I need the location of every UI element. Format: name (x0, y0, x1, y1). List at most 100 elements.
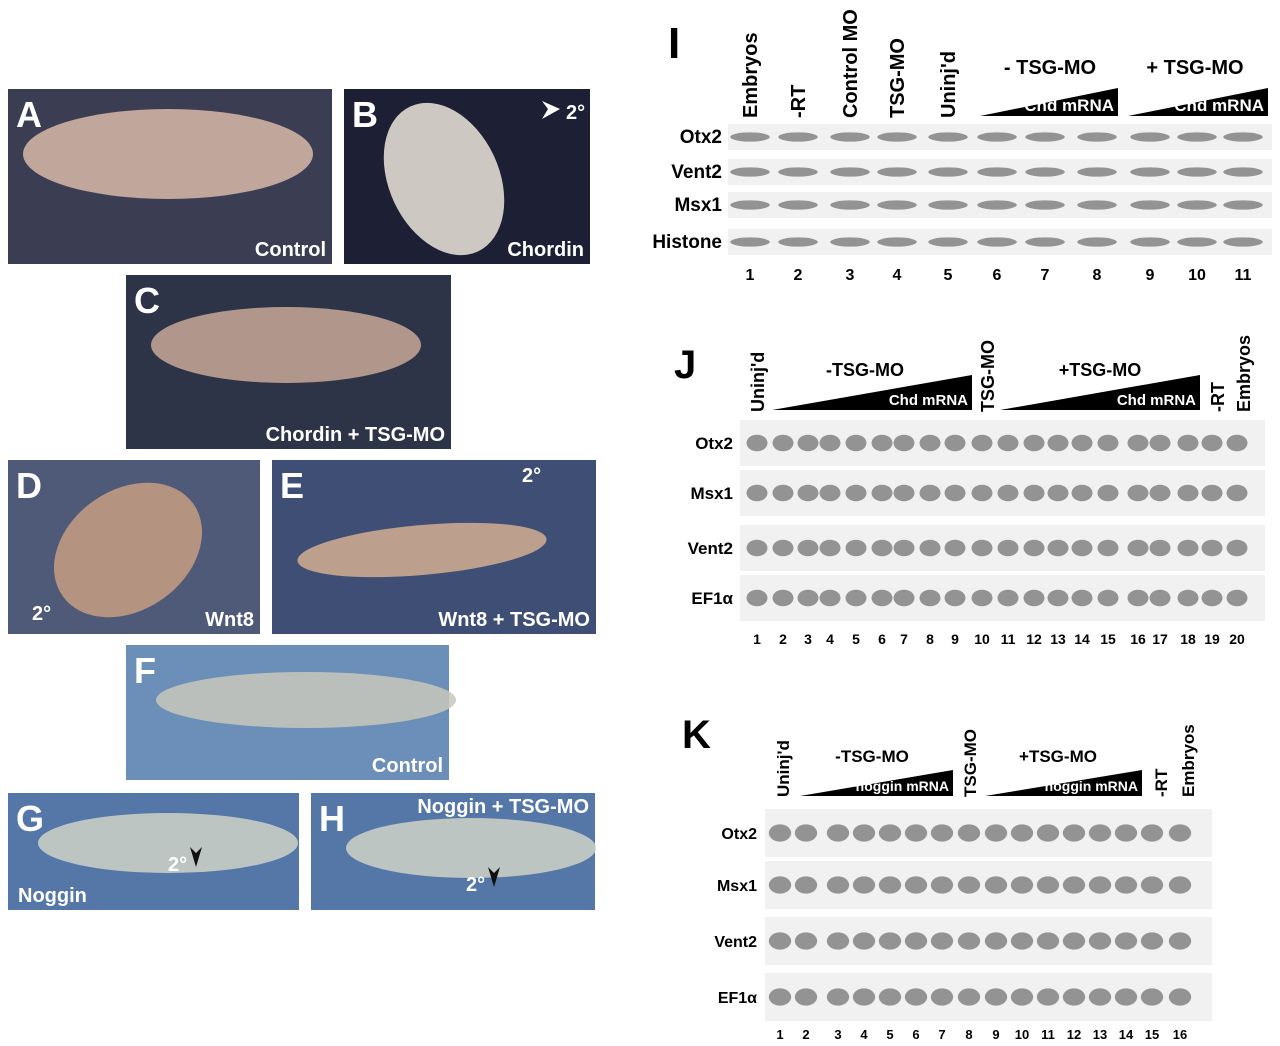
band (957, 824, 981, 842)
ramp-label: Chd mRNA (1117, 392, 1196, 409)
lane-number: 13 (1093, 1027, 1107, 1042)
band (826, 932, 850, 950)
ramp (1000, 375, 1200, 410)
lane-number: 11 (1041, 1027, 1055, 1042)
ramp-label: Chd mRNA (1174, 96, 1264, 115)
blot (765, 917, 1212, 965)
band (944, 589, 966, 607)
column-label: TSG-MO (961, 729, 980, 797)
lane-number: 12 (1026, 631, 1042, 647)
row-label: Msx1 (674, 195, 722, 216)
band (1023, 589, 1045, 607)
band (1140, 932, 1164, 950)
band (1127, 434, 1149, 452)
lane-number: 13 (1050, 631, 1066, 647)
band (997, 589, 1019, 607)
ramp-label: Chd mRNA (889, 392, 968, 409)
panel-letter: D (16, 465, 42, 506)
lane-number: 1 (776, 1027, 783, 1042)
band (1130, 200, 1170, 210)
column-label: -RT (1208, 382, 1228, 412)
band (1062, 876, 1086, 894)
band (971, 484, 993, 502)
band (977, 132, 1017, 142)
lane-number: 7 (900, 631, 908, 647)
band (1168, 824, 1192, 842)
band (944, 539, 966, 557)
lane-number: 11 (1235, 267, 1252, 284)
panel-letter: C (134, 280, 160, 321)
band (919, 434, 941, 452)
band (930, 824, 954, 842)
band (1177, 589, 1199, 607)
group-label: - TSG-MO (1004, 57, 1096, 79)
band (904, 876, 928, 894)
band (957, 988, 981, 1006)
blot (740, 525, 1265, 571)
band (1114, 932, 1138, 950)
blot (765, 973, 1212, 1021)
band (772, 589, 794, 607)
band (1201, 589, 1223, 607)
embryo (151, 307, 421, 383)
band (878, 932, 902, 950)
band (1077, 132, 1117, 142)
lane-number: 1 (746, 267, 755, 284)
band (778, 132, 818, 142)
band (904, 988, 928, 1006)
blot (740, 575, 1265, 621)
panel-label: Chordin (507, 239, 584, 261)
band (971, 539, 993, 557)
row-label: Otx2 (721, 826, 757, 843)
band (1097, 539, 1119, 557)
band (768, 876, 792, 894)
band (1201, 539, 1223, 557)
band (944, 484, 966, 502)
band (845, 539, 867, 557)
embryo (383, 102, 505, 256)
band (819, 484, 841, 502)
band (928, 200, 968, 210)
band (1047, 589, 1069, 607)
lane-number: 4 (860, 1027, 868, 1042)
lane-number: 2 (802, 1027, 809, 1042)
band (1114, 876, 1138, 894)
lane-number: 9 (1146, 267, 1155, 284)
panel-label: Noggin (18, 885, 87, 907)
column-label: Embryos (1179, 724, 1198, 797)
band (1140, 824, 1164, 842)
band (984, 988, 1008, 1006)
panel-label: Noggin + TSG-MO (417, 796, 589, 818)
band (1168, 876, 1192, 894)
group-label: +TSG-MO (1059, 360, 1142, 380)
lane-number: 8 (1093, 267, 1102, 284)
band (1036, 824, 1060, 842)
arrowhead (542, 101, 560, 119)
band (1140, 876, 1164, 894)
band (826, 824, 850, 842)
band (1010, 988, 1034, 1006)
band (1010, 824, 1034, 842)
gel-letter: I (668, 19, 680, 68)
band (1077, 200, 1117, 210)
band (778, 237, 818, 247)
embryo (346, 818, 596, 878)
band (778, 167, 818, 177)
band (984, 932, 1008, 950)
band (1177, 539, 1199, 557)
group-label: -TSG-MO (826, 360, 904, 380)
gel-letter: K (682, 713, 711, 757)
lane-number: 7 (938, 1027, 945, 1042)
row-label: Otx2 (680, 127, 722, 148)
band (1201, 434, 1223, 452)
band (877, 237, 917, 247)
band (845, 434, 867, 452)
band (730, 237, 770, 247)
band (845, 484, 867, 502)
band (893, 589, 915, 607)
band (819, 434, 841, 452)
panel-letter: A (16, 94, 42, 135)
band (1130, 132, 1170, 142)
annotation: 2° (566, 102, 585, 124)
lane-number: 20 (1229, 631, 1245, 647)
